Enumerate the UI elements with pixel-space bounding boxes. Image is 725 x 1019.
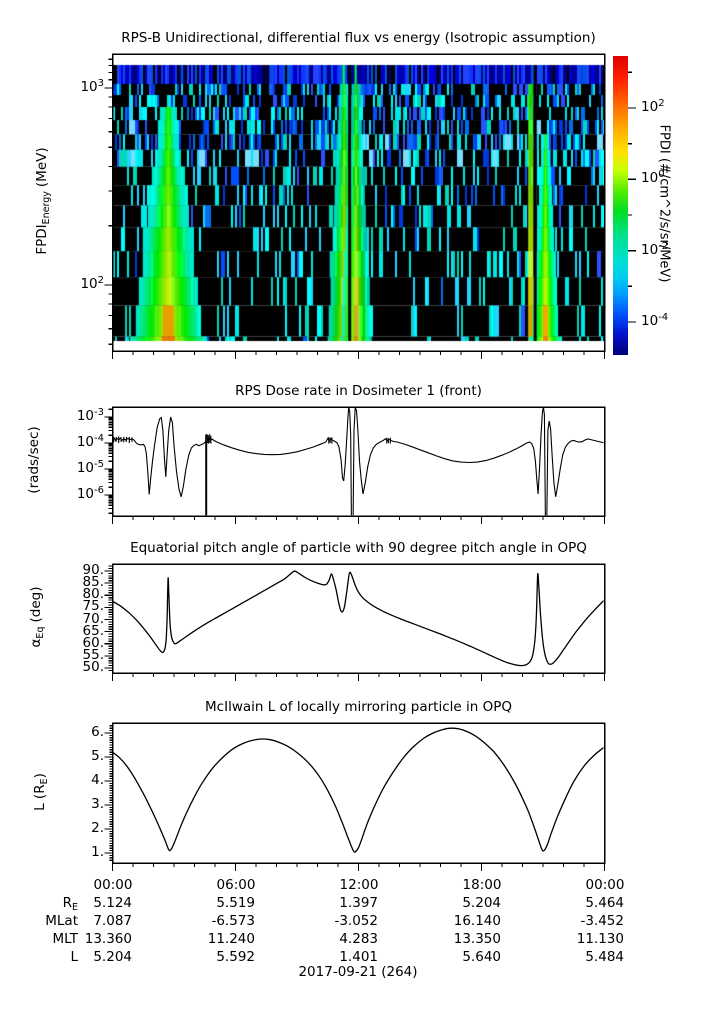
panel4-y-tick-label: 4. [91,772,104,788]
panel3-y-tick-label: 85. [82,574,104,591]
panel3-y-tick-label: 80. [82,586,104,603]
table-cell: 16.140 [453,913,501,929]
panel3-y-tick-label: 50. [82,659,104,675]
table-cell: 5.484 [585,949,624,965]
table-cell: 13.360 [84,931,132,947]
table-row-label-mlat: MLat [45,913,78,929]
table-cell: -3.452 [580,913,624,929]
x-tick-label-1800: 18:00 [462,877,502,893]
table-cell: 5.592 [216,949,255,965]
table-cell: 5.204 [93,949,132,965]
panel4-y-axis-label: L (RE) [32,773,50,811]
panel1-y-axis-label: FPDIEnergy(MeV) [34,147,52,255]
table-row-label-mlt: MLT [52,931,78,947]
table-row-label-re: RE [62,895,78,913]
panel4-y-tick-label: 5. [91,748,104,764]
panel3-title: Equatorial pitch angle of particle with … [130,540,587,556]
panel4-y-tick-label: 2. [91,820,104,836]
table-cell: 4.283 [339,931,378,947]
colorbar-tick-label: 10-2 [641,240,669,258]
panel1-y-tick-label: 102 [80,275,104,292]
table-cell: 5.464 [585,895,624,911]
table-cell: 11.130 [576,931,624,947]
panel3-y-tick-label: 90. [82,562,104,578]
panel4-y-tick-label: 6. [91,724,104,740]
panel1-y-tick-label: 103 [80,78,104,95]
colorbar-tick-label: 100 [641,169,665,187]
panel3-y-tick-label: 55. [82,646,104,663]
x-tick-label-0600: 06:00 [216,877,256,893]
panel1-title: RPS-B Unidirectional, differential flux … [121,30,596,46]
panel4-y-tick-label: 1. [91,844,104,860]
panel2-title: RPS Dose rate in Dosimeter 1 (front) [235,383,482,399]
table-cell: 5.519 [216,895,255,911]
panel4-title: McIlwain L of locally mirroring particle… [205,699,512,715]
colorbar-tick-label: 10-4 [641,312,669,329]
table-cell: 11.240 [207,931,255,947]
flux-spectrogram-heatmap [113,55,604,351]
panel2-y-tick-label: 10-4 [76,433,104,450]
table-cell: -3.052 [334,913,378,929]
table-row-label-l: L [70,949,78,965]
table-cell: 1.401 [339,949,378,965]
table-cell: 7.087 [93,913,132,929]
panel3-y-tick-label: 60. [82,634,104,651]
x-tick-label-0000b: 00:00 [585,877,625,893]
table-cell: 1.397 [339,895,378,911]
table-cell: 13.350 [453,931,501,947]
panel2-y-tick-label: 10-6 [76,485,104,502]
table-cell: 5.640 [462,949,501,965]
table-cell: -6.573 [211,913,255,929]
x-tick-label-0000a: 00:00 [93,877,133,893]
colorbar-tick-label: 102 [641,97,665,115]
panel2-y-tick-label: 10-5 [76,459,104,476]
panel3-y-tick-label: 65. [82,622,104,639]
x-tick-label-1200: 12:00 [339,877,379,893]
table-cell: 5.124 [93,895,132,911]
date-label: 2017-09-21 (264) [298,964,418,980]
panel3-y-tick-label: 75. [82,598,104,615]
panel4-y-tick-label: 3. [91,796,104,812]
panel3-y-tick-label: 70. [82,610,104,627]
panel2-y-tick-label: 10-3 [76,407,104,424]
table-cell: 5.204 [462,895,501,911]
